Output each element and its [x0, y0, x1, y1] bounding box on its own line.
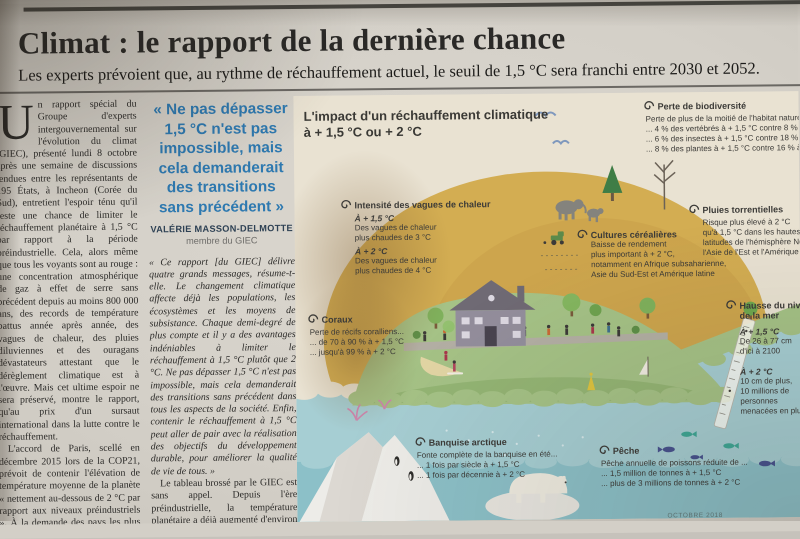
section-line: personnes [740, 396, 800, 407]
section-pluies: Pluies torrentielles Risque plus élevé à… [688, 203, 800, 258]
section-line: Pêche annuelle de poissons réduite de ..… [601, 458, 748, 469]
spiral-icon [725, 300, 736, 311]
dropcap: U [0, 99, 38, 142]
headline: Climat : le rapport de la dernière chanc… [18, 17, 800, 62]
section-biodiversite: Perte de biodiversité Perte de plus de l… [643, 99, 800, 155]
spiral-icon [688, 204, 699, 215]
infographic-title: L'impact d'un réchauffement climatique à… [304, 107, 549, 141]
section-title: Pêche [613, 445, 640, 455]
spiral-icon [577, 229, 588, 240]
section-line: Asie du Sud-Est et Amérique latine [591, 269, 726, 280]
infographic-title-line2: à + 1,5 °C ou + 2 °C [304, 123, 549, 141]
section-hausse: Hausse du niveau de la mer À + 1,5 °C De… [725, 299, 800, 417]
infographic-title-line1: L'impact d'un réchauffement climatique [304, 107, 549, 125]
section-title-line2: de la mer [739, 310, 800, 321]
section-heatwaves: Intensité des vagues de chaleur À + 1,5 … [340, 198, 491, 276]
article-column-2: « Ne pas dépasser 1,5 °C n'est pas impos… [147, 97, 297, 523]
section-title: Cultures céréalières [591, 229, 677, 240]
threshold-label: À + 2 °C [740, 366, 800, 377]
section-line: De 26 à 77 cm [740, 336, 800, 347]
section-line: l'Asie de l'Est et l'Amérique du Nord [703, 247, 800, 258]
section-title: Banquise arctique [429, 436, 507, 447]
pull-quote-block: « Ne pas dépasser 1,5 °C n'est pas impos… [147, 99, 294, 248]
pull-quote: « Ne pas dépasser 1,5 °C n'est pas impos… [147, 99, 294, 217]
section-line: ... plus de 3 millions de tonnes à + 2 °… [601, 478, 748, 489]
quote-author-role: membre du GIEC [149, 234, 295, 248]
newspaper-page: Climat : le rapport de la dernière chanc… [0, 0, 800, 525]
paragraph-text: n rapport spécial du Groupe d'experts in… [0, 99, 140, 443]
threshold-label: À + 1,5 °C [740, 326, 800, 337]
section-coraux: Coraux Perte de récifs coralliens... ...… [308, 313, 405, 358]
section-title: Hausse du niveau [739, 300, 800, 311]
section-line: plus chaudes de 3 °C [355, 232, 491, 243]
spiral-icon [415, 437, 426, 448]
page-top-rule [24, 0, 800, 12]
spiral-icon [308, 314, 319, 325]
spiral-icon [340, 199, 351, 210]
section-line: Fonte complète de la banquise en été... [417, 449, 558, 460]
article-paragraph: Le tableau brossé par le GIEC est sans a… [151, 477, 297, 523]
section-banquise: Banquise arctique Fonte complète de la b… [415, 435, 558, 480]
quote-author: VALÉRIE MASSON-DELMOTTE [149, 222, 295, 236]
section-line: d'ici à 2100 [740, 346, 800, 357]
section-title: Coraux [322, 314, 353, 324]
section-line: plus chaudes de 4 °C [355, 265, 491, 276]
section-title: Pluies torrentielles [702, 204, 783, 215]
subhead: Les experts prévoient que, au rythme de … [18, 58, 800, 86]
section-line: ... 1 fois par décennie à + 2 °C [417, 469, 558, 480]
section-line: 10 cm de plus, [740, 376, 800, 387]
section-line: ... 8 % des plantes à + 1,5 °C contre 16… [646, 143, 800, 155]
article-paragraph: « Ce rapport [du GIEC] délivre quatre gr… [149, 256, 297, 479]
infographic-panel: L'impact d'un réchauffement climatique à… [293, 91, 800, 522]
spiral-icon [643, 101, 654, 112]
section-title: Intensité des vagues de chaleur [354, 199, 490, 210]
spiral-icon [599, 445, 610, 456]
section-line: ... jusqu'à 99 % à + 2 °C [310, 347, 404, 358]
section-line: 10 millions de [740, 386, 800, 397]
section-title: Perte de biodiversité [657, 100, 746, 111]
infographic-credit: OCTOBRE 2018 [667, 512, 723, 520]
section-line: menacées en plus [740, 406, 800, 417]
section-peche: Pêche Pêche annuelle de poissons réduite… [599, 444, 748, 489]
article-paragraph: L'accord de Paris, scellé en décembre 20… [0, 443, 141, 525]
